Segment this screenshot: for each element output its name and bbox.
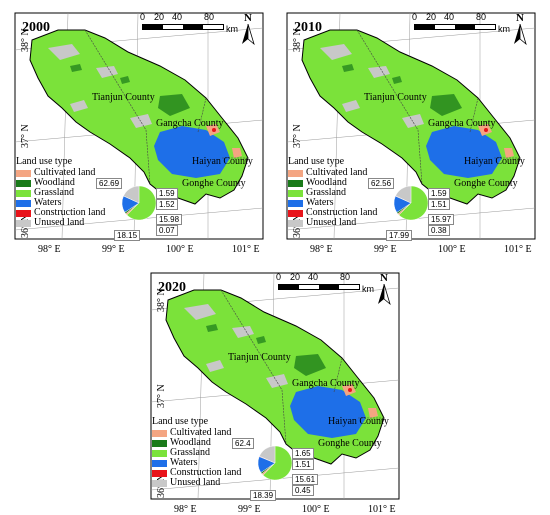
legend-item-cultivated: Cultivated land xyxy=(16,168,105,178)
legend: Land use type Cultivated land Woodland G… xyxy=(152,416,241,488)
county-tianjun: Tianjun County xyxy=(364,92,427,103)
county-gangcha: Gangcha County xyxy=(292,378,360,389)
pie-label-construction: 0.45 xyxy=(292,485,314,496)
lon-label-99: 99° E xyxy=(238,504,261,515)
legend-item-waters: Waters xyxy=(152,458,241,468)
lake-shape xyxy=(426,126,502,178)
pie-slice-unused xyxy=(395,185,412,204)
legend-item-woodland: Woodland xyxy=(16,178,105,188)
lake-shape xyxy=(154,126,230,178)
lon-label-100: 100° E xyxy=(438,244,466,255)
pie-slice-grassland xyxy=(126,185,157,221)
pie-label-unused: 17.99 xyxy=(386,230,413,241)
pie-label-construction: 0.07 xyxy=(156,225,178,236)
legend-item-waters: Waters xyxy=(16,198,105,208)
north-arrow-icon: N xyxy=(510,12,530,46)
legend-item-cultivated: Cultivated land xyxy=(288,168,377,178)
lon-label-98: 98° E xyxy=(38,244,61,255)
county-tianjun: Tianjun County xyxy=(92,92,155,103)
map-frame xyxy=(286,12,536,240)
lake-shape xyxy=(290,386,366,438)
pie-chart xyxy=(257,445,293,481)
county-haiyan: Haiyan County xyxy=(328,416,389,427)
lon-label-98: 98° E xyxy=(174,504,197,515)
scale-bar: 0 20 40 80 km xyxy=(412,12,510,34)
legend: Land use type Cultivated land Woodland G… xyxy=(288,156,377,228)
lat-label-38: 38° N xyxy=(292,28,303,52)
legend-item-grassland: Grassland xyxy=(288,188,377,198)
legend-item-construction: Construction land xyxy=(288,208,377,218)
legend-item-waters: Waters xyxy=(288,198,377,208)
map-panel-2000: 2000 38° N 37° N 36° N 98° E 99° E 100° … xyxy=(10,8,268,255)
legend-title: Land use type xyxy=(288,156,345,167)
lat-label-38: 38° N xyxy=(20,28,31,52)
county-gangcha: Gangcha County xyxy=(156,118,224,129)
legend-item-construction: Construction land xyxy=(152,468,241,478)
pie-label-waters: 15.98 xyxy=(156,214,183,225)
lon-label-101: 101° E xyxy=(232,244,260,255)
legend-item-unused: Unused land xyxy=(152,478,241,488)
pie-label-waters: 15.61 xyxy=(292,474,319,485)
legend-title: Land use type xyxy=(16,156,73,167)
pie-label-construction: 0.38 xyxy=(428,225,450,236)
legend-item-woodland: Woodland xyxy=(288,178,377,188)
pie-label-woodland: 1.51 xyxy=(292,459,314,470)
legend-item-grassland: Grassland xyxy=(16,188,105,198)
pie-label-woodland: 1.52 xyxy=(156,199,178,210)
year-label: 2010 xyxy=(294,20,322,35)
map-frame xyxy=(150,272,400,500)
pie-slice-unused xyxy=(123,185,140,204)
county-haiyan: Haiyan County xyxy=(192,156,253,167)
pie-label-grassland: 62.56 xyxy=(368,178,395,189)
north-arrow-icon: N xyxy=(238,12,258,46)
pie-label-unused: 18.39 xyxy=(250,490,277,501)
pie-chart xyxy=(393,185,429,221)
map-frame xyxy=(14,12,264,240)
lat-label-37: 37° N xyxy=(20,124,31,148)
pie-slice-unused xyxy=(259,445,276,464)
north-arrow-icon: N xyxy=(374,272,394,306)
legend-item-woodland: Woodland xyxy=(152,438,241,448)
lat-label-37: 37° N xyxy=(292,124,303,148)
year-label: 2000 xyxy=(22,20,50,35)
scale-bar: 0 20 40 80 km xyxy=(140,12,238,34)
county-gonghe: Gonghe County xyxy=(454,178,518,189)
year-label: 2020 xyxy=(158,280,186,295)
legend-item-cultivated: Cultivated land xyxy=(152,428,241,438)
lon-label-101: 101° E xyxy=(504,244,532,255)
legend-item-grassland: Grassland xyxy=(152,448,241,458)
lat-label-37: 37° N xyxy=(156,384,167,408)
pie-label-cultivated: 1.59 xyxy=(428,188,450,199)
pie-label-grassland: 62.69 xyxy=(96,178,123,189)
scale-bar: 0 20 40 80 km xyxy=(276,272,374,294)
pie-slice-grassland xyxy=(398,185,429,221)
legend-item-unused: Unused land xyxy=(16,218,105,228)
county-gonghe: Gonghe County xyxy=(318,438,382,449)
lon-label-100: 100° E xyxy=(166,244,194,255)
pie-label-woodland: 1.51 xyxy=(428,199,450,210)
legend-title: Land use type xyxy=(152,416,209,427)
legend-item-unused: Unused land xyxy=(288,218,377,228)
legend: Land use type Cultivated land Woodland G… xyxy=(16,156,105,228)
lon-label-99: 99° E xyxy=(102,244,125,255)
pie-label-cultivated: 1.59 xyxy=(156,188,178,199)
pie-label-unused: 18.15 xyxy=(114,230,141,241)
lat-label-38: 38° N xyxy=(156,288,167,312)
map-panel-2020: 2020 38° N 37° N 36° N 98° E 99° E 100° … xyxy=(146,268,404,515)
pie-label-grassland: 62.4 xyxy=(232,438,254,449)
lon-label-101: 101° E xyxy=(368,504,396,515)
county-gonghe: Gonghe County xyxy=(182,178,246,189)
pie-label-waters: 15.97 xyxy=(428,214,455,225)
lon-label-99: 99° E xyxy=(374,244,397,255)
lon-label-100: 100° E xyxy=(302,504,330,515)
pie-label-cultivated: 1.65 xyxy=(292,448,314,459)
pie-slice-grassland xyxy=(262,445,293,481)
map-panel-2010: 2010 38° N 37° N 36° N 98° E 99° E 100° … xyxy=(282,8,540,255)
legend-item-construction: Construction land xyxy=(16,208,105,218)
county-tianjun: Tianjun County xyxy=(228,352,291,363)
pie-chart xyxy=(121,185,157,221)
county-gangcha: Gangcha County xyxy=(428,118,496,129)
county-haiyan: Haiyan County xyxy=(464,156,525,167)
lon-label-98: 98° E xyxy=(310,244,333,255)
